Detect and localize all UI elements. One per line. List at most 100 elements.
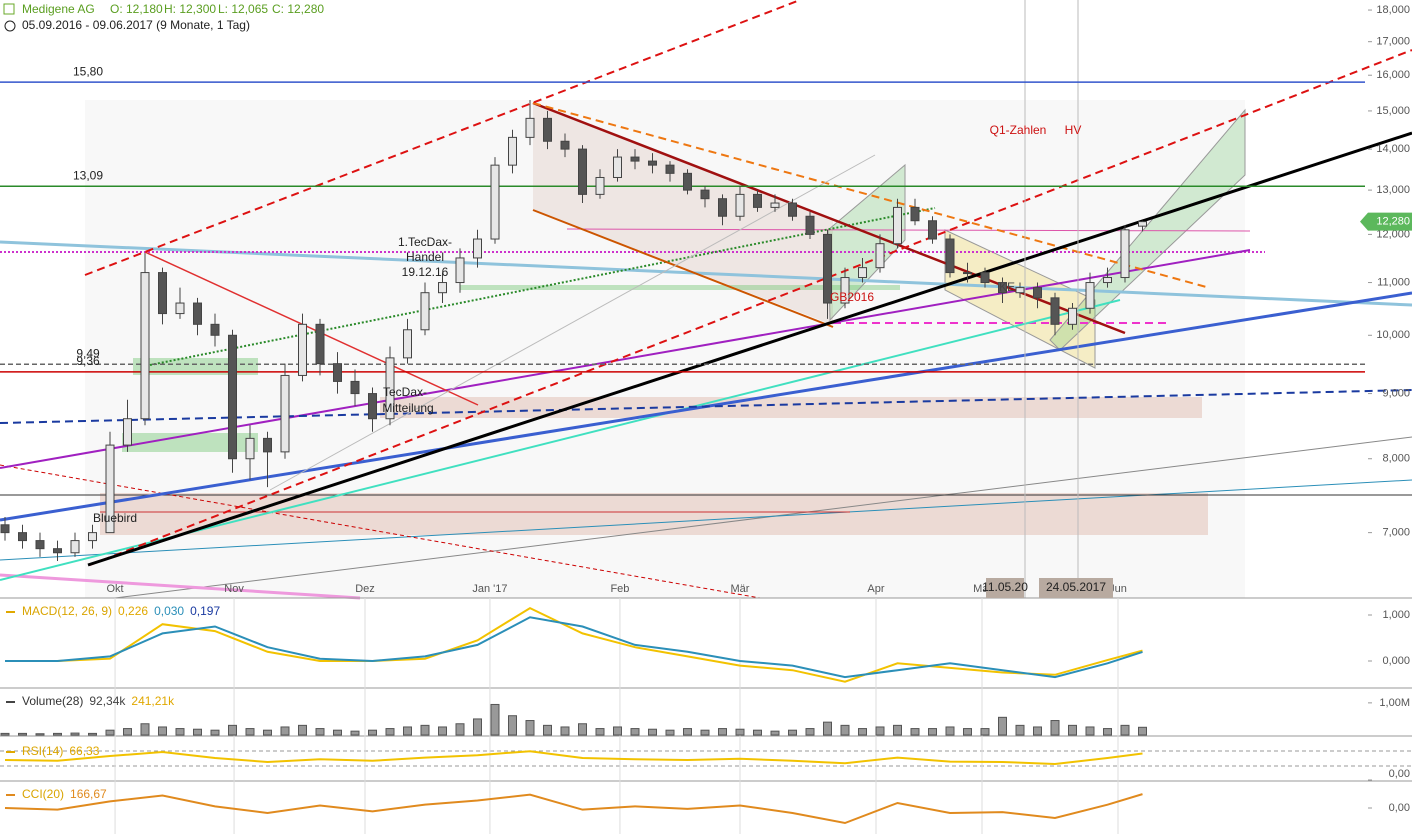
volume-bar [455,723,465,736]
volume-bar [770,730,780,736]
y-tick-label: 12,000 [1376,228,1410,240]
candle-body [175,302,185,315]
x-tick-label: Dez [355,583,375,595]
annotation: HV [1065,123,1082,137]
y-tick-label: 0,00 [1389,802,1410,814]
candle-body [1138,221,1147,227]
volume-bar [1103,728,1112,736]
volume-bar [788,729,797,736]
trendline [532,209,834,328]
candle-body [455,257,465,284]
zone [533,103,833,325]
marks [0,9,1372,834]
candle-body [1033,287,1042,299]
zone [460,285,900,290]
y-tick-label: 0,00 [1389,768,1410,780]
y-tick-label: 11,000 [1377,276,1410,288]
trendline [0,240,1412,307]
volume-bar [35,733,45,736]
candle-body [613,156,622,178]
candle-body [228,334,237,460]
volume-bar [753,729,762,736]
annotation: 19.12.16 [402,265,449,279]
candle-body [105,444,115,534]
zone [380,397,1202,418]
trendline [114,436,1412,599]
x-tick-label: Okt [107,583,124,595]
candle-body [893,206,902,245]
volume-bar [245,728,255,736]
drawings [0,0,1412,782]
candle-body [630,156,640,162]
annotation: Q1-Zahlen [990,123,1047,137]
volume-bar [228,724,237,736]
candle-body [683,172,692,191]
trendline [532,101,1126,335]
indicator-line [4,750,1143,766]
volume-bar [368,729,377,736]
volume-bar [350,730,360,736]
x-tick-label: Jun [1109,583,1127,595]
ohlc-value: O: 12,180 [110,2,163,16]
candle-body [368,393,377,420]
date-marker-box [1039,578,1113,598]
x-tick-label: Jan '17 [472,583,507,595]
indicator-line [5,616,1143,679]
trendline [0,479,1412,561]
volume-bar [193,728,202,736]
candle-body [158,272,167,315]
volume-bar [88,732,97,736]
ohlc-value: H: 12,300 [164,2,216,16]
ohlc-value: L: 12,065 [218,2,268,16]
indicator-key [6,794,15,796]
annotation: Bluebird [93,511,137,525]
candle-body [665,164,675,174]
volume-bar [963,728,972,736]
level-label: 9,49 [76,346,100,360]
zone [85,100,1245,598]
volume-bar [53,732,62,736]
candle-body [1085,282,1095,309]
candle-body [875,243,885,269]
candle-body [508,136,517,166]
candle-body [928,220,937,240]
volume-bar [280,726,290,736]
candle-body [385,357,395,420]
candle-body [858,267,867,279]
x-tick-label: Apr [867,583,884,595]
y-tick-label: 15,000 [1376,105,1410,117]
annotation: TecDax- [383,385,427,399]
annotation: 1.TecDax- [398,235,452,249]
candle-body [525,117,535,138]
volume-bar [683,728,692,736]
icon [3,3,15,15]
indicator-line [5,606,1143,683]
annotation: Handel [406,250,444,264]
annotation: KE [999,280,1015,294]
candle-body [980,272,990,284]
candle-body [280,374,290,453]
volume-bar [718,728,727,736]
volume-bar [543,724,552,736]
candle-body [473,238,482,259]
volume-bar [508,715,517,736]
indicator-line [4,793,1143,825]
candle-body [718,198,727,217]
volume-bar [263,729,272,736]
volume-bar [648,728,657,736]
candle-body [350,380,360,395]
y-tick-label: 1,00M [1379,697,1410,709]
candle-body [140,272,150,420]
candle-body [333,363,342,382]
candle-body [1120,229,1130,279]
candle-body [1103,277,1112,284]
clock-icon [4,20,16,32]
candle-body [560,140,570,150]
trendline [566,228,1251,232]
y-tick-label: 14,000 [1376,143,1410,155]
volume-bar [1050,720,1060,736]
indicator-value: 241,21k [131,694,175,708]
y-tick-label: 1,000 [1382,609,1410,621]
candle-body [788,202,797,217]
